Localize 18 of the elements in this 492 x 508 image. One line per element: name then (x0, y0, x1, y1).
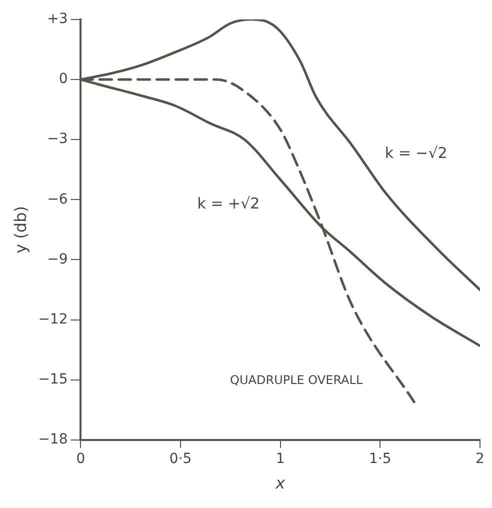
annotation: QUADRUPLE OVERALL (230, 373, 363, 388)
y-tick-label: −3 (47, 131, 68, 148)
y-tick-label: −18 (38, 432, 68, 448)
y-tick-label: 0 (58, 71, 68, 88)
y-tick-label: −6 (47, 191, 68, 208)
y-tick-label: −12 (38, 311, 68, 328)
series-label: k = −√2 (384, 144, 448, 162)
series-label: k = +√2 (197, 194, 260, 212)
x-tick-label: 0 (76, 451, 86, 468)
y-tick-label: +3 (47, 11, 68, 28)
y-tick-label: −15 (38, 372, 68, 388)
x-tick-label: 1 (276, 451, 285, 468)
x-tick-label: 1·5 (369, 451, 392, 468)
x-tick-label: 0·5 (169, 451, 192, 468)
x-axis-title: x (274, 474, 286, 493)
y-tick-label: −9 (47, 251, 68, 268)
x-tick-label: 2 (476, 451, 484, 468)
y-axis-title: y (db) (10, 206, 30, 254)
